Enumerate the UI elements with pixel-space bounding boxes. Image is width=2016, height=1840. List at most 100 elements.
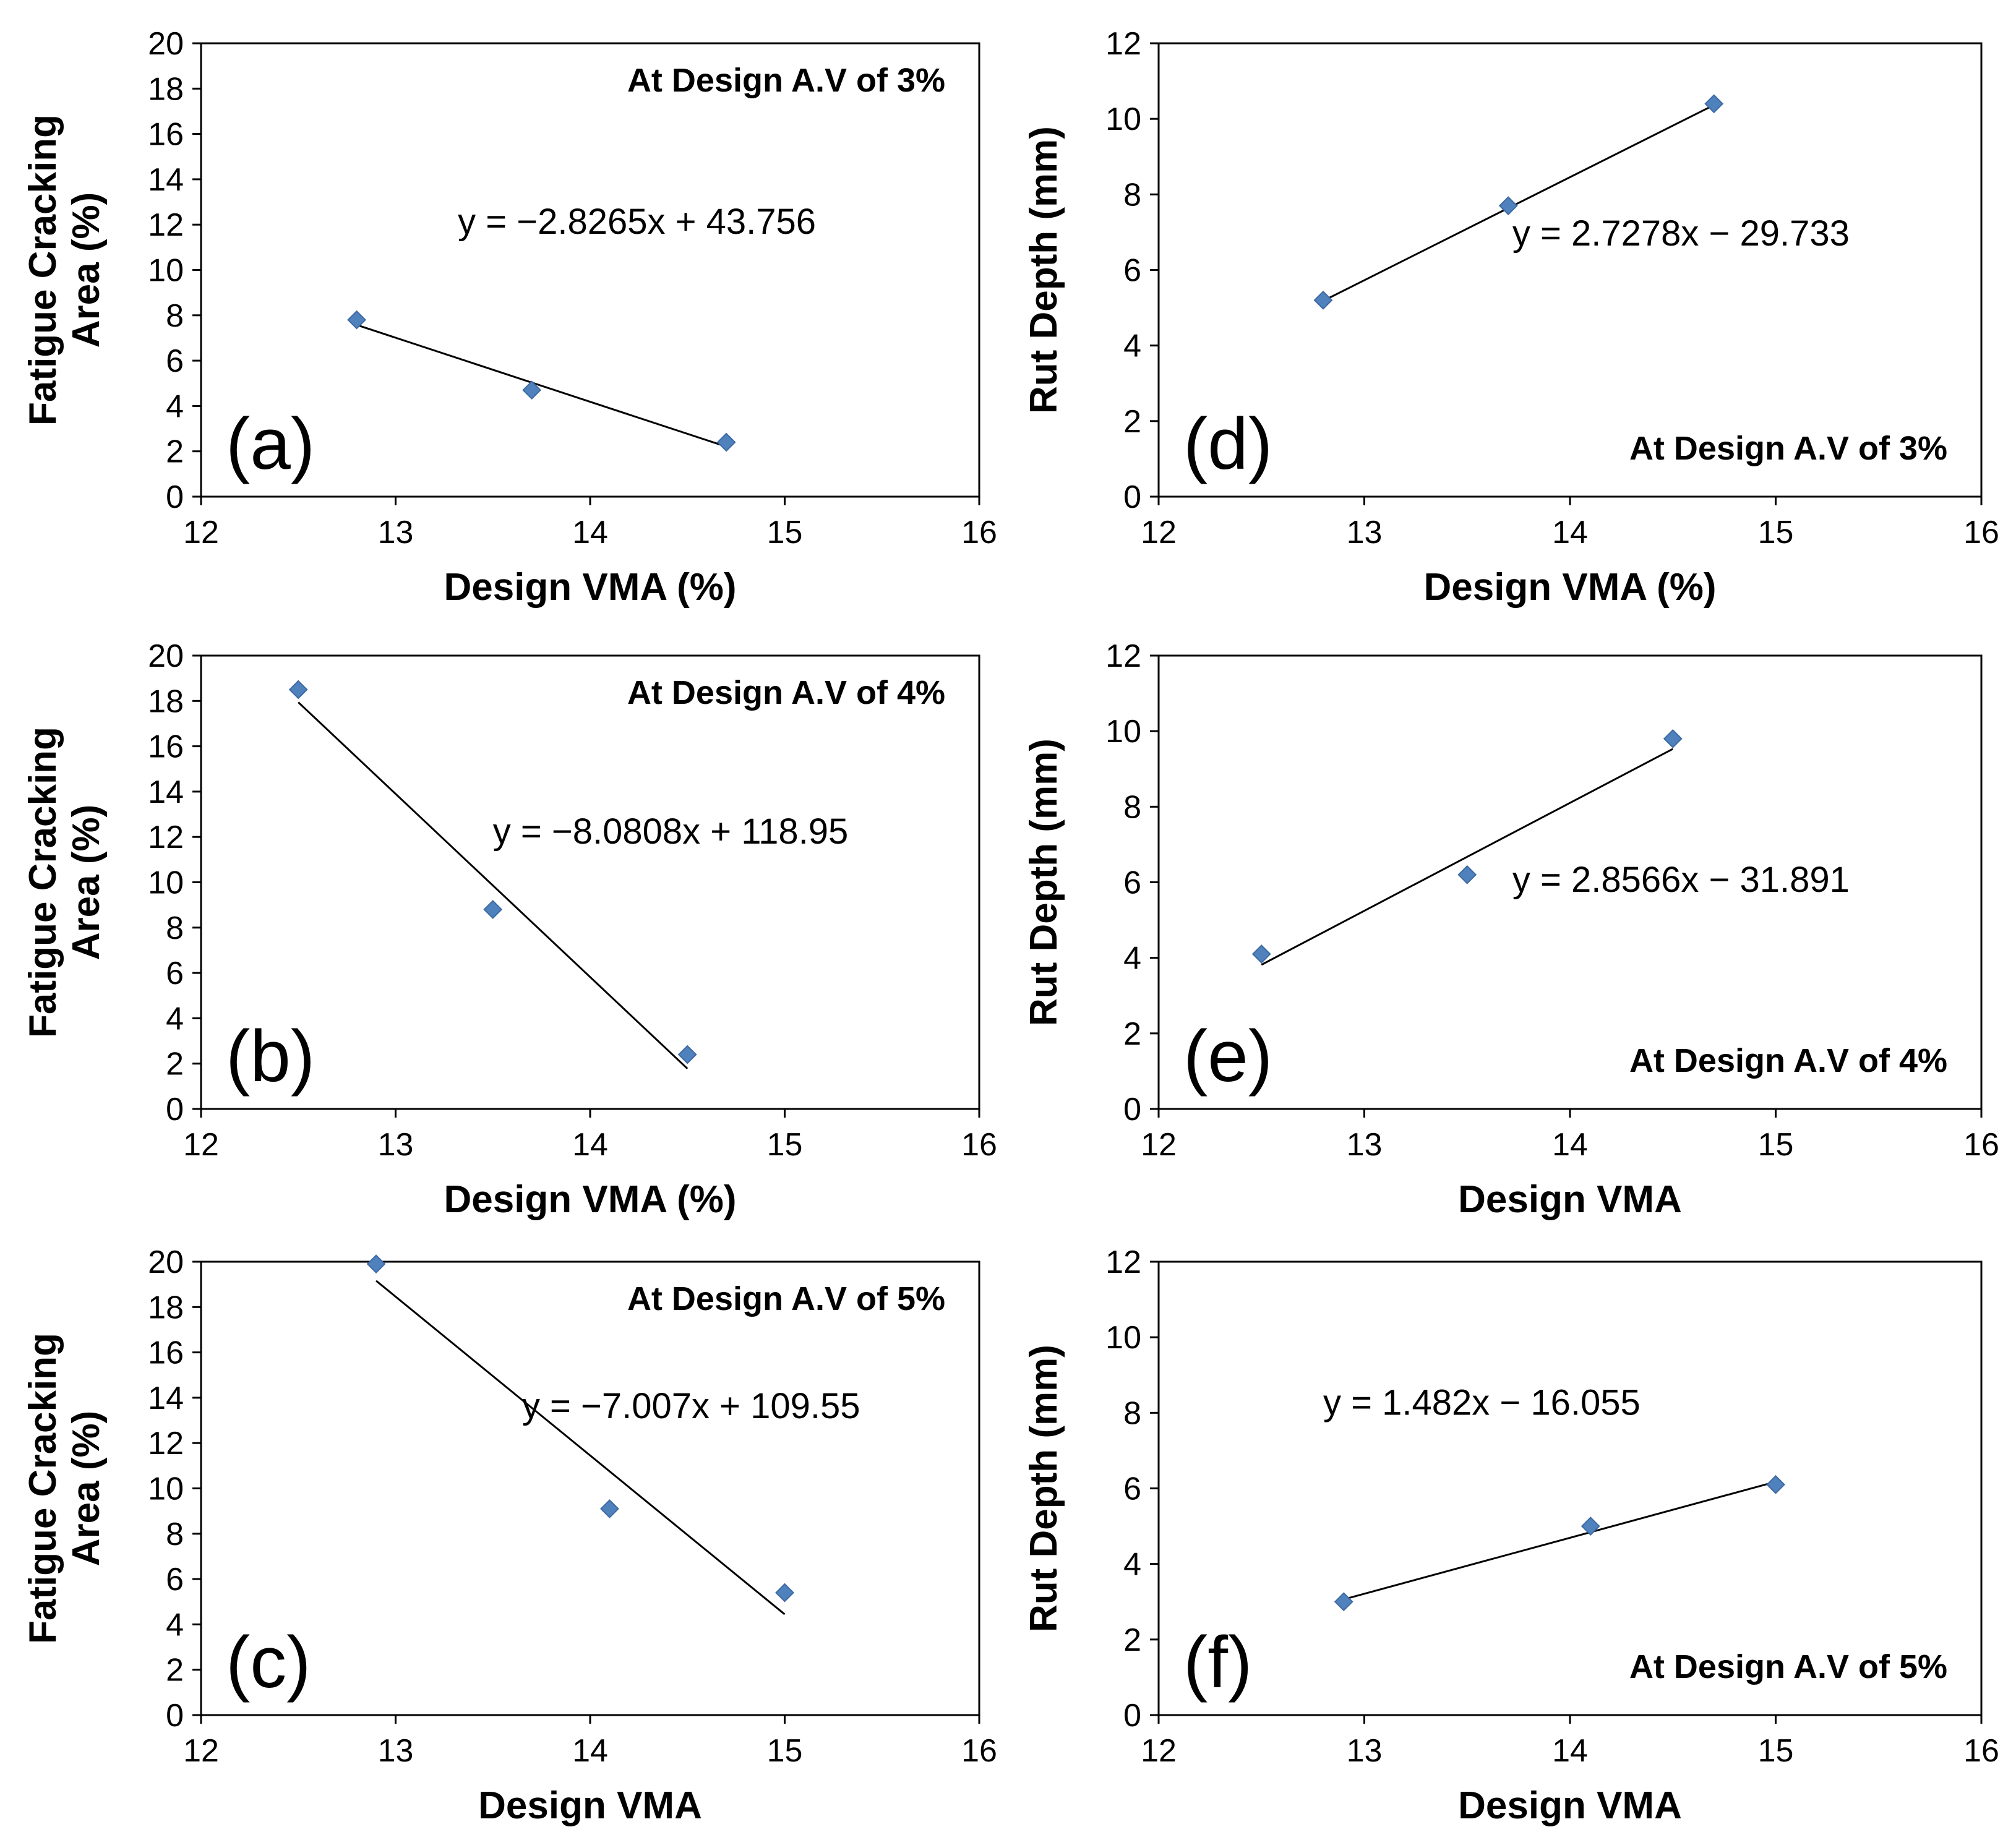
data-point <box>1334 1592 1353 1612</box>
y-tick-label: 8 <box>1123 789 1141 825</box>
plot-area <box>1157 1260 1983 1716</box>
panel-label: (b) <box>226 1016 315 1097</box>
data-point <box>1313 290 1333 310</box>
y-tick-label: 8 <box>166 298 184 334</box>
design-av-annotation: At Design A.V of 4% <box>1629 1042 1947 1079</box>
data-point <box>1581 1517 1600 1536</box>
x-tick-label: 15 <box>767 1733 803 1769</box>
y-tick-label: 10 <box>1105 714 1141 750</box>
plot-area <box>200 654 980 1110</box>
plot-area <box>200 42 980 498</box>
y-tick-label: 20 <box>148 1244 184 1280</box>
y-tick-label: 2 <box>1123 1016 1141 1052</box>
y-axis-title-line2: Area (%) <box>65 192 108 348</box>
trendline <box>356 323 727 448</box>
data-point <box>716 432 736 452</box>
y-axis-title-line1: Fatigue Cracking <box>22 114 64 426</box>
x-axis-title: Design VMA (%) <box>1423 566 1716 609</box>
x-tick-label: 12 <box>1141 515 1177 550</box>
y-tick-label: 4 <box>1123 941 1141 977</box>
x-tick-label: 12 <box>1141 1733 1177 1769</box>
trendline <box>1261 748 1673 966</box>
data-point <box>483 900 503 919</box>
data-point <box>1498 196 1518 216</box>
x-tick-label: 15 <box>767 1127 803 1163</box>
panel-e: 12 13 14 15 16 0 2 4 6 8 10 12 Design VMA Rut Depth (… <box>1023 638 1999 1221</box>
x-tick-label: 13 <box>1347 1127 1383 1163</box>
y-tick-label: 12 <box>1105 638 1141 674</box>
panel-label: (f) <box>1183 1622 1252 1703</box>
data-point <box>366 1254 386 1274</box>
y-axis-title-line2: Area (%) <box>65 1411 108 1567</box>
y-tick-label: 2 <box>1123 404 1141 440</box>
trendline <box>1323 104 1715 302</box>
x-tick-label: 13 <box>1347 1733 1383 1769</box>
y-tick-label: 0 <box>166 479 184 515</box>
y-tick-label: 10 <box>148 865 184 901</box>
x-tick-label: 15 <box>1758 1733 1794 1769</box>
trendline <box>375 1280 786 1615</box>
trendline-equation: y = −8.0808x + 118.95 <box>493 811 849 852</box>
panel-b: 12 13 14 15 16 0 2 4 6 8 10 12 14 16 18 20 Design VMA (%… <box>22 638 997 1221</box>
x-tick-label: 14 <box>1552 515 1588 550</box>
y-tick-label: 4 <box>166 388 184 424</box>
x-tick-label: 14 <box>572 515 608 550</box>
x-tick-label: 15 <box>767 515 803 550</box>
x-tick-label: 12 <box>1141 1127 1177 1163</box>
panel-d: 12 13 14 15 16 0 2 4 6 8 10 12 Design VMA (%) Rut Dep… <box>1023 26 1999 609</box>
y-tick-label: 4 <box>166 1001 184 1037</box>
x-tick-label: 14 <box>572 1733 608 1769</box>
y-tick-label: 12 <box>1105 26 1141 62</box>
y-tick-label: 18 <box>148 1290 184 1325</box>
y-axis-title: Rut Depth (mm) <box>1023 738 1065 1026</box>
x-axis-title: Design VMA <box>1458 1784 1682 1827</box>
x-tick-label: 14 <box>1552 1733 1588 1769</box>
x-tick-label: 16 <box>1963 1127 1999 1163</box>
x-tick-label: 16 <box>1963 515 1999 550</box>
data-point <box>1704 94 1724 114</box>
plot-area <box>200 1260 980 1716</box>
panel-label: (a) <box>226 403 315 485</box>
trendline-equation: y = −7.007x + 109.55 <box>522 1386 860 1426</box>
y-tick-label: 18 <box>148 683 184 719</box>
y-tick-label: 14 <box>148 774 184 810</box>
design-av-annotation: At Design A.V of 5% <box>627 1280 945 1317</box>
design-av-annotation: At Design A.V of 4% <box>627 674 945 711</box>
trendline-equation: y = 2.7278x − 29.733 <box>1512 213 1850 254</box>
data-point <box>1251 944 1271 964</box>
design-av-annotation: At Design A.V of 3% <box>1629 430 1947 467</box>
panel-f: 12 13 14 15 16 0 2 4 6 8 10 12 Design VMA Rut Depth (… <box>1023 1244 1999 1827</box>
data-point <box>522 380 542 400</box>
x-tick-label: 16 <box>1963 1733 1999 1769</box>
y-tick-label: 2 <box>166 434 184 470</box>
y-tick-label: 16 <box>148 729 184 765</box>
x-tick-label: 12 <box>183 1127 219 1163</box>
y-tick-label: 10 <box>1105 101 1141 137</box>
x-tick-label: 16 <box>961 515 997 550</box>
y-tick-label: 8 <box>1123 1395 1141 1431</box>
data-point <box>347 310 367 330</box>
x-tick-label: 13 <box>1347 515 1383 550</box>
y-tick-label: 0 <box>1123 479 1141 515</box>
x-tick-label: 13 <box>378 515 414 550</box>
y-axis-title-line1: Fatigue Cracking <box>22 727 64 1038</box>
y-tick-label: 2 <box>166 1046 184 1082</box>
panel-label: (d) <box>1183 403 1272 485</box>
x-tick-label: 12 <box>183 515 219 550</box>
data-point <box>600 1499 619 1518</box>
y-tick-label: 12 <box>148 1426 184 1461</box>
y-tick-label: 4 <box>166 1607 184 1643</box>
data-point <box>1663 729 1683 748</box>
trendline <box>1343 1481 1776 1601</box>
y-tick-label: 14 <box>148 1380 184 1416</box>
y-tick-label: 16 <box>148 117 184 153</box>
design-av-annotation: At Design A.V of 5% <box>1629 1648 1947 1685</box>
y-tick-label: 10 <box>1105 1320 1141 1356</box>
y-tick-label: 2 <box>166 1653 184 1688</box>
x-axis-title: Design VMA <box>478 1784 702 1827</box>
x-tick-label: 13 <box>378 1127 414 1163</box>
y-tick-label: 12 <box>148 207 184 243</box>
y-tick-label: 4 <box>1123 1547 1141 1583</box>
y-tick-label: 6 <box>166 343 184 379</box>
